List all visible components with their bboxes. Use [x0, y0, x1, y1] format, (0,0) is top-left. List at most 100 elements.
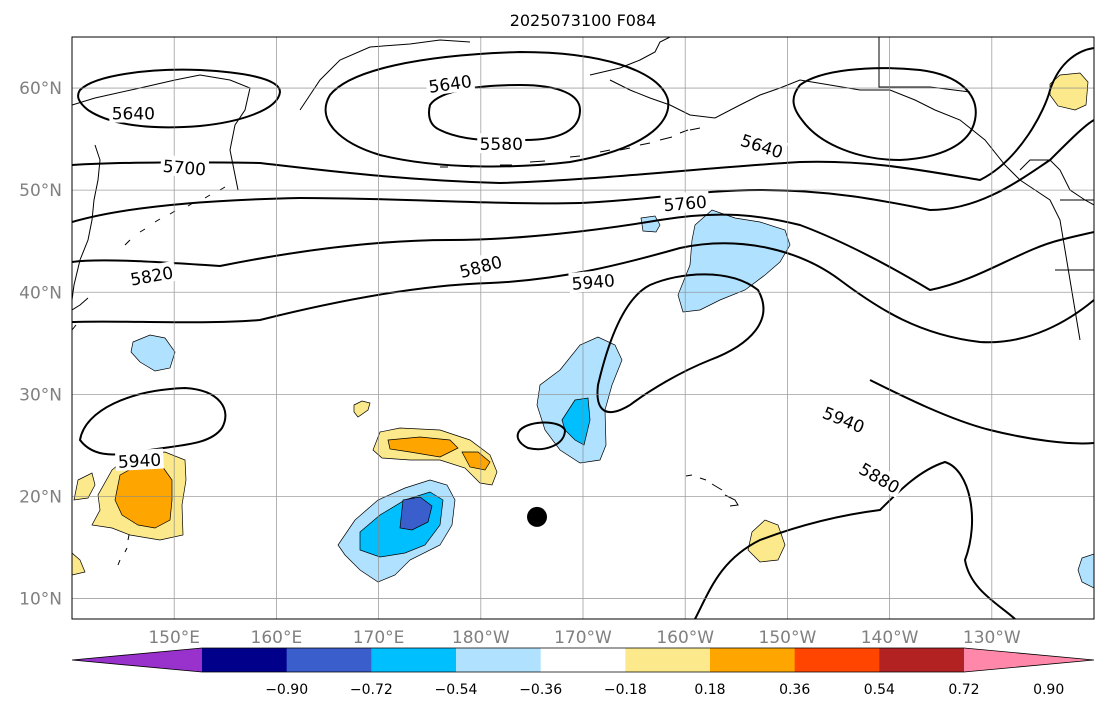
- storm-position-marker: [527, 506, 548, 527]
- contour-5640-east: [792, 67, 977, 162]
- shade-orange-central-2: [461, 451, 491, 471]
- borders: [878, 37, 1094, 271]
- contour-label-bg: [114, 448, 164, 471]
- contour-label-bg: [817, 400, 870, 438]
- latitude-axis: 10°N 20°N 30°N 40°N 50°N 60°N: [19, 79, 62, 610]
- border-alaska-canada: [878, 37, 971, 93]
- coast-kamchatka: [72, 144, 101, 301]
- figure-title: 2025073100 F084: [510, 11, 657, 30]
- coast-chukotka: [299, 39, 471, 111]
- contour-5940-loop: [596, 273, 765, 414]
- colorbar-extend-high: [964, 648, 1094, 672]
- contour-5640-center: [324, 50, 670, 168]
- contour-label-text: 5760: [663, 193, 708, 217]
- shade-orange-central: [387, 436, 459, 458]
- colorbar-swatch: [625, 648, 711, 672]
- contour-label-text: 5940: [117, 451, 161, 473]
- colorbar: −0.90 −0.72 −0.54 −0.36 −0.18 0.18 0.36 0.54 0.7…: [71, 647, 1095, 698]
- contour-5940-small: [516, 421, 567, 450]
- contour-5580: [428, 83, 582, 142]
- contour-label-bg: [159, 154, 210, 179]
- coast-marianas: [117, 534, 130, 566]
- contour-5940-east: [869, 379, 1094, 445]
- shade-yellow-se: [747, 519, 786, 563]
- shade-lightblue-east: [1077, 553, 1094, 589]
- gridlines: [72, 37, 1094, 619]
- longitude-axis: 150°E 160°E 170°E 180°W 170°W 160°W 150°W 140°W…: [148, 628, 1021, 648]
- contour-5700: [72, 47, 1094, 185]
- coast-japan: [72, 297, 89, 331]
- colorbar-swatch: [456, 648, 542, 672]
- contour-label: 5940: [114, 448, 164, 473]
- colorbar-swatch: [879, 648, 965, 672]
- colorbar-tick-label: 0.18: [694, 682, 725, 698]
- colorbar-tick-label: −0.90: [265, 682, 308, 698]
- contour-label: 5700: [159, 154, 210, 181]
- colorbar-tick-label: −0.18: [604, 682, 647, 698]
- shade-yellow-sw-edge: [72, 552, 86, 576]
- contour-label-text: 5700: [162, 157, 207, 181]
- coast-alaska-west: [589, 37, 671, 76]
- contour-label-bg: [736, 128, 789, 163]
- colorbar-swatch: [540, 648, 626, 672]
- shaded-anomalies: [72, 72, 1094, 589]
- coast-hawaii: [685, 474, 739, 507]
- contour-label-text: 5640: [112, 105, 155, 125]
- contour-5880-south: [694, 460, 1016, 619]
- shade-royalblue-sub: [399, 496, 433, 531]
- colorbar-outline: [71, 647, 1095, 673]
- colorbar-swatch: [794, 648, 880, 672]
- colorbar-extend-low: [72, 648, 202, 672]
- lon-tick-label: 140°W: [861, 628, 919, 648]
- coast-alaska: [609, 79, 1081, 341]
- lat-tick-label: 30°N: [19, 385, 62, 405]
- lon-tick-label: 130°W: [963, 628, 1021, 648]
- colorbar-tick-label: 0.36: [779, 682, 810, 698]
- contour-5640-west: [77, 68, 282, 129]
- shade-yellow-tiny: [353, 400, 371, 418]
- colorbar-swatch: [286, 648, 372, 672]
- lat-tick-label: 10°N: [19, 590, 62, 610]
- coast-siberia: [72, 74, 251, 191]
- contour-label-text: 5580: [480, 135, 523, 155]
- contour-label: 5760: [660, 190, 710, 216]
- lon-tick-label: 170°E: [353, 628, 405, 648]
- contour-label: 5940: [568, 269, 618, 295]
- contour-label-bg: [424, 69, 476, 97]
- contour-label: 5580: [477, 133, 526, 155]
- contour-5820: [72, 213, 1094, 292]
- colorbar-tick-label: 0.54: [864, 682, 895, 698]
- contour-label-bg: [454, 249, 507, 282]
- shade-lightblue-ne: [677, 209, 791, 313]
- colorbar-tick-label: 0.72: [948, 682, 979, 698]
- map-frame: [71, 36, 1095, 620]
- lon-tick-label: 150°W: [759, 628, 817, 648]
- colorbar-swatch: [202, 648, 288, 672]
- colorbar-tick-label: −0.36: [519, 682, 562, 698]
- lon-tick-label: 170°W: [554, 628, 612, 648]
- lat-tick-label: 60°N: [19, 79, 62, 99]
- lon-tick-label: 160°W: [656, 628, 714, 648]
- contour-label-text: 5940: [571, 271, 616, 295]
- contour-label-bg: [109, 102, 158, 123]
- lat-tick-label: 50°N: [19, 181, 62, 201]
- lon-tick-label: 150°E: [148, 628, 200, 648]
- contour-label: 5640: [109, 102, 158, 125]
- colorbar-swatch: [710, 648, 796, 672]
- shade-yellow-ak: [1049, 72, 1089, 111]
- lat-tick-label: 20°N: [19, 487, 62, 507]
- contour-label-bg: [854, 456, 906, 498]
- contour-label-bg: [568, 269, 618, 294]
- lat-tick-label: 40°N: [19, 283, 62, 303]
- lon-tick-label: 180°W: [452, 628, 510, 648]
- contour-label-bg: [477, 133, 526, 154]
- colorbar-tick-label: −0.72: [350, 682, 393, 698]
- height-contours: [72, 47, 1094, 619]
- lon-tick-label: 160°E: [251, 628, 303, 648]
- contour-label: 5880: [454, 249, 507, 283]
- contour-label-bg: [126, 260, 177, 289]
- colorbar-tick-label: −0.54: [435, 682, 478, 698]
